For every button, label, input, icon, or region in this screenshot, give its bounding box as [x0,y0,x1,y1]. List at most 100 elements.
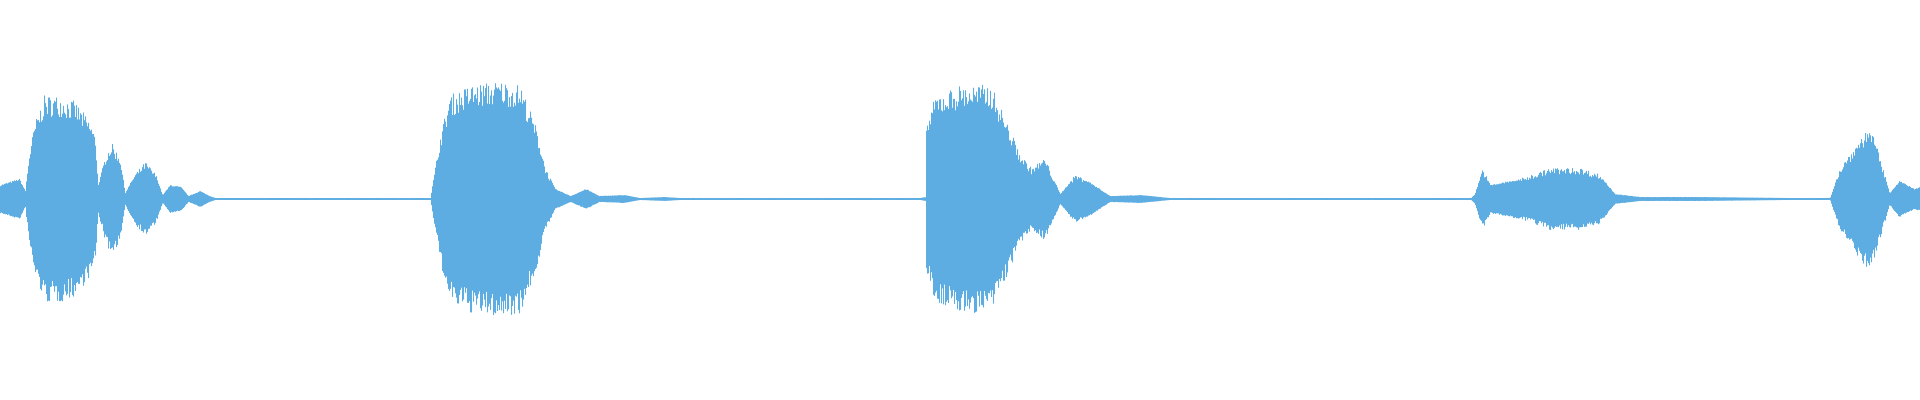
waveform-sample [689,198,691,200]
waveform-sample [1018,159,1020,239]
waveform-sample [1068,184,1070,214]
waveform-sample [1494,184,1496,214]
waveform-sample [315,198,317,200]
waveform-sample [674,197,676,201]
waveform-sample [111,152,113,249]
waveform-sample [909,198,911,200]
waveform-sample [1754,197,1756,201]
waveform-sample [592,192,594,206]
waveform-sample [747,198,749,201]
waveform-sample [1032,169,1034,228]
waveform-sample [374,198,376,200]
waveform-sample [1834,186,1836,212]
waveform-sample [257,198,259,200]
waveform-sample [750,197,752,200]
waveform-sample [310,198,312,201]
waveform-sample [952,107,954,297]
waveform-sample [1687,197,1689,202]
waveform-sample [891,197,893,200]
waveform-sample [1818,197,1820,200]
waveform-sample [175,186,177,212]
waveform-sample [983,94,985,308]
waveform-sample [979,87,981,307]
waveform-sample [683,198,685,201]
waveform-sample [1538,174,1540,224]
waveform-sample [1744,197,1746,201]
waveform-sample [809,198,811,200]
waveform-sample [604,195,606,203]
waveform-sample [179,186,181,212]
waveform-sample [1458,198,1460,200]
waveform-sample [1760,197,1762,201]
waveform-sample [1345,197,1347,200]
waveform-sample [1001,109,1003,278]
waveform-sample [884,198,886,200]
waveform-sample [1243,198,1245,200]
waveform-sample [147,166,149,232]
waveform-sample [1796,198,1798,200]
waveform-sample [1632,196,1634,202]
waveform-sample [1764,197,1766,201]
waveform-sample [786,198,788,200]
waveform-sample [34,130,36,266]
waveform-sample [985,103,987,296]
waveform-sample [1041,163,1043,238]
waveform-sample [0,186,2,214]
waveform-sample [251,198,253,200]
waveform-sample [253,198,255,200]
waveform-sample [1717,197,1719,201]
waveform-sample [1362,198,1364,200]
waveform-sample [1594,173,1596,224]
waveform-sample [33,132,35,263]
waveform-sample [1701,197,1703,201]
waveform-sample [936,101,938,291]
waveform-sample [467,88,469,303]
waveform-sample [1298,197,1300,200]
waveform-sample [590,191,592,207]
waveform-sample [529,117,531,271]
waveform-sample [1582,170,1584,228]
waveform-sample [1708,197,1710,201]
waveform-sample [897,198,899,200]
waveform-sample [36,119,38,270]
waveform-sample [68,109,70,279]
waveform-sample [1120,195,1122,203]
waveform-sample [1917,188,1919,211]
waveform-sample [1052,179,1054,220]
waveform-sample [1006,126,1008,278]
waveform-sample [1596,176,1598,224]
waveform-sample [668,197,670,201]
waveform-sample [203,192,205,206]
waveform-sample [1423,198,1425,200]
waveform-sample [1396,197,1398,201]
waveform-sample [1311,198,1313,201]
waveform-sample [1344,198,1346,200]
waveform-sample [429,198,431,200]
waveform-sample [1087,182,1089,217]
waveform-sample [303,198,305,200]
waveform-sample [1528,180,1530,219]
waveform-sample [508,106,510,310]
waveform-sample [1578,172,1580,230]
waveform-sample [745,198,747,200]
waveform-sample [861,198,863,201]
waveform-sample [1002,117,1004,271]
waveform-sample [1083,180,1085,218]
waveform-sample [210,196,212,202]
waveform-sample [177,186,179,211]
waveform-sample [1631,195,1633,203]
waveform-sample [1827,197,1829,200]
waveform-sample [912,198,914,201]
waveform-sample [322,197,324,200]
waveform-sample [190,195,192,203]
waveform-sample [1400,198,1402,200]
waveform-sample [1637,196,1639,202]
waveform-sample [1598,178,1600,225]
waveform-sample [1654,197,1656,201]
waveform-sample [1224,198,1226,200]
waveform-sample [391,198,393,200]
waveform-sample [1099,188,1101,209]
waveform-sample [1447,198,1449,201]
waveform-sample [1745,197,1747,201]
